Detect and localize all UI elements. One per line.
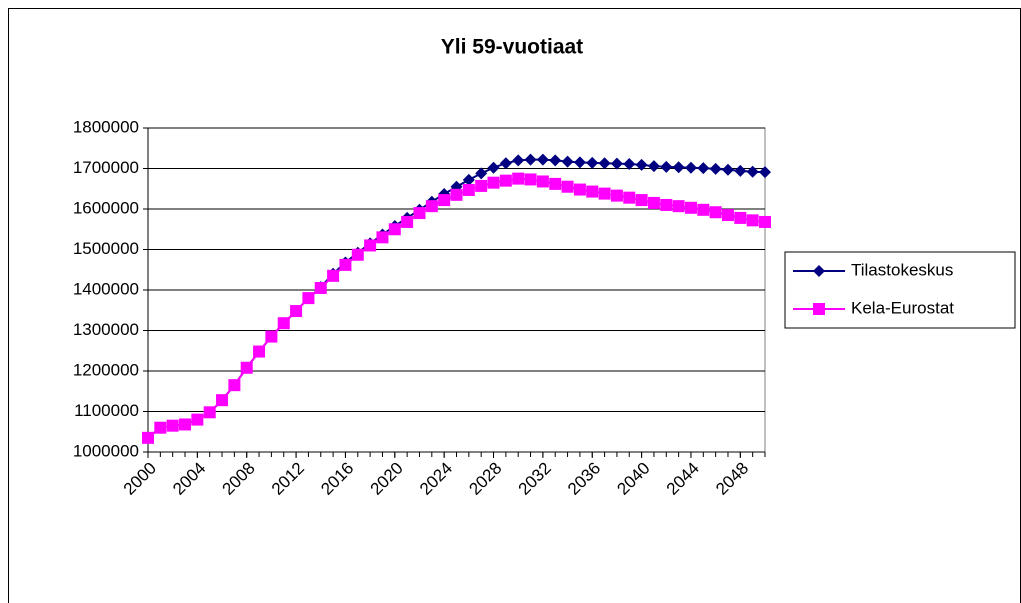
legend-label: Kela-Eurostat bbox=[851, 298, 954, 317]
marker bbox=[499, 157, 512, 170]
marker bbox=[475, 167, 488, 180]
legend-label: Tilastokeskus bbox=[851, 260, 953, 279]
marker bbox=[524, 153, 537, 166]
marker bbox=[672, 200, 685, 213]
marker bbox=[573, 156, 586, 169]
marker bbox=[759, 166, 771, 179]
marker bbox=[462, 183, 475, 196]
marker bbox=[277, 317, 290, 330]
marker bbox=[623, 191, 636, 204]
marker bbox=[697, 203, 710, 216]
marker bbox=[401, 215, 414, 228]
marker bbox=[314, 281, 327, 294]
marker bbox=[549, 177, 562, 190]
marker bbox=[487, 176, 500, 189]
marker bbox=[203, 406, 216, 419]
marker bbox=[216, 394, 229, 407]
marker bbox=[351, 248, 364, 261]
marker bbox=[240, 361, 253, 374]
marker bbox=[142, 431, 154, 444]
marker bbox=[388, 223, 401, 236]
marker bbox=[573, 183, 586, 196]
marker bbox=[610, 157, 623, 170]
marker bbox=[166, 419, 179, 432]
legend-marker bbox=[813, 303, 825, 315]
marker bbox=[290, 305, 303, 318]
marker bbox=[709, 162, 722, 175]
marker bbox=[561, 155, 574, 168]
marker bbox=[253, 345, 266, 358]
marker bbox=[512, 172, 525, 185]
marker bbox=[721, 163, 734, 176]
marker bbox=[228, 379, 241, 392]
legend-box bbox=[784, 251, 1016, 329]
marker bbox=[512, 154, 525, 167]
marker bbox=[746, 165, 759, 178]
marker bbox=[709, 206, 722, 219]
marker bbox=[647, 160, 660, 173]
marker bbox=[586, 185, 599, 198]
legend-marker bbox=[813, 265, 825, 277]
y-tick-label: 1100000 bbox=[74, 401, 139, 420]
marker bbox=[746, 214, 759, 227]
marker bbox=[265, 330, 278, 343]
marker bbox=[499, 174, 512, 187]
marker bbox=[610, 189, 623, 202]
marker bbox=[179, 418, 192, 431]
marker bbox=[721, 209, 734, 222]
marker bbox=[598, 157, 611, 170]
marker bbox=[376, 231, 389, 244]
marker bbox=[191, 413, 204, 426]
marker bbox=[623, 158, 636, 171]
marker bbox=[734, 164, 747, 177]
marker bbox=[635, 158, 648, 171]
marker bbox=[425, 200, 438, 213]
marker bbox=[339, 258, 352, 271]
marker bbox=[672, 161, 685, 174]
marker bbox=[598, 187, 611, 200]
marker bbox=[413, 207, 426, 220]
marker bbox=[364, 239, 377, 252]
y-tick-label: 1500000 bbox=[73, 239, 139, 258]
marker bbox=[660, 160, 673, 173]
chart-title: Yli 59-vuotiaat bbox=[441, 36, 583, 59]
marker bbox=[684, 201, 697, 214]
y-tick-label: 1600000 bbox=[73, 198, 139, 217]
marker bbox=[684, 161, 697, 174]
y-tick-label: 1400000 bbox=[73, 279, 139, 298]
marker bbox=[475, 179, 488, 192]
marker bbox=[450, 188, 463, 201]
marker bbox=[524, 173, 537, 186]
marker bbox=[462, 173, 475, 186]
marker bbox=[154, 421, 167, 434]
marker bbox=[660, 198, 673, 211]
marker bbox=[487, 161, 500, 174]
y-tick-label: 1800000 bbox=[73, 117, 139, 136]
marker bbox=[586, 156, 599, 169]
marker bbox=[697, 162, 710, 175]
marker bbox=[438, 194, 451, 207]
marker bbox=[734, 211, 747, 224]
marker bbox=[549, 154, 562, 167]
marker bbox=[647, 196, 660, 209]
marker bbox=[635, 194, 648, 207]
y-tick-label: 1200000 bbox=[73, 360, 139, 379]
marker bbox=[759, 215, 771, 228]
marker bbox=[536, 153, 549, 166]
marker bbox=[302, 292, 315, 305]
marker bbox=[561, 180, 574, 193]
y-tick-label: 1300000 bbox=[73, 320, 139, 339]
marker bbox=[327, 269, 340, 282]
y-tick-label: 1000000 bbox=[73, 441, 139, 460]
y-tick-label: 1700000 bbox=[73, 158, 139, 177]
marker bbox=[536, 175, 549, 188]
